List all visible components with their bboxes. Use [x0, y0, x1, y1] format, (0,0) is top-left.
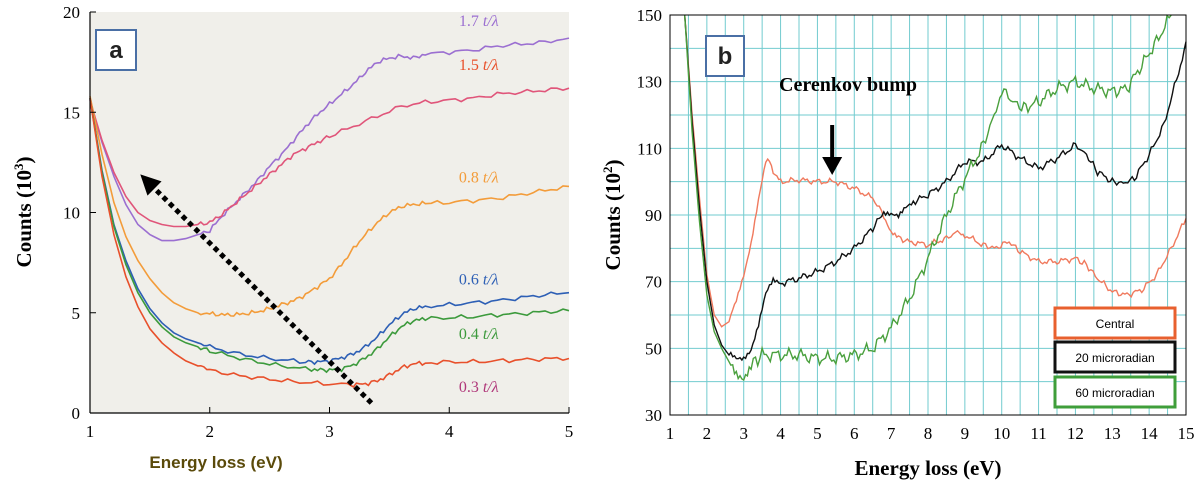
- panel-a-x-tick-label: 1: [86, 422, 95, 441]
- panel-b-badge-label: b: [718, 43, 733, 70]
- panel-a-series-label: 0.4 t/λ: [459, 326, 499, 343]
- panel-b-x-tick-label: 2: [703, 424, 712, 443]
- panel-a-series-line: [89, 87, 570, 228]
- panel-a-x-label: Energy loss (eV): [149, 453, 282, 472]
- panel-b-frame: [669, 14, 1187, 416]
- panel-a-x-tick-label: 3: [325, 422, 334, 441]
- panel-b-x-tick-label: 1: [666, 424, 675, 443]
- legend-20-microradian-box: [1053, 340, 1177, 374]
- panel-a-trend-arrowhead: [140, 174, 162, 196]
- panel-b-legend: Central 20 microradian 60 microradian: [1053, 306, 1177, 409]
- legend-60-microradian-box: [1053, 375, 1177, 409]
- panel-b-x-tick-label: 14: [1141, 424, 1159, 443]
- panel-a-series-line: [89, 98, 570, 374]
- panel-a-series-line: [89, 98, 570, 366]
- panel-a-series-line: [89, 96, 570, 317]
- panel-b-y-tick-label: 30: [645, 406, 662, 425]
- panel-a-series-label: 1.5 t/λ: [459, 57, 499, 74]
- panel-a-y-tick-label: 10: [63, 204, 80, 223]
- cerenkov-bump-annotation: Cerenkov bump: [779, 74, 917, 96]
- panel-b-x-tick-label: 11: [1030, 424, 1046, 443]
- panel-b-series-line: [684, 14, 1172, 382]
- panel-b-x-tick-label: 6: [850, 424, 859, 443]
- panel-b-x-tick-label: 15: [1178, 424, 1195, 443]
- panel-a-y-label: Counts (103): [11, 157, 36, 268]
- panel-a-x-tick-label: 5: [565, 422, 574, 441]
- panel-b-y-tick-label: 90: [645, 206, 662, 225]
- panel-b-x-tick-label: 3: [739, 424, 748, 443]
- legend-central-box: [1053, 306, 1177, 340]
- panel-b-x-label: Energy loss (eV): [855, 456, 1002, 480]
- panel-b-x-tick-label: 4: [776, 424, 785, 443]
- panel-b-series-line: [684, 14, 1187, 328]
- panel-b-y-tick-label: 50: [645, 339, 662, 358]
- panel-b-badge: [705, 35, 745, 77]
- panel-b-x-tick-label: 5: [813, 424, 822, 443]
- panel-a-series: [89, 37, 570, 388]
- panel-a-x-tick-label: 4: [445, 422, 454, 441]
- panel-a-y-tick-label: 0: [72, 404, 81, 423]
- panel-a-plot-area: [90, 12, 569, 413]
- panel-a-y-tick-label: 20: [63, 3, 80, 22]
- panel-b-y-tick-label: 150: [637, 6, 663, 25]
- panel-a-series-label: 0.3 t/λ: [459, 379, 499, 396]
- panel-b-x-tick-label: 13: [1104, 424, 1121, 443]
- panel-a-series-label: 1.7 t/λ: [459, 13, 499, 30]
- panel-a-series-line: [89, 37, 570, 242]
- legend-60-microradian-label: 60 microradian: [1075, 386, 1154, 400]
- panel-a-x-tick-label: 2: [206, 422, 215, 441]
- panel-a-y-tick-label: 15: [63, 103, 80, 122]
- panel-a-badge: [95, 29, 137, 71]
- panel-a: 1.7 t/λ 1.5 t/λ 0.8 t/λ 0.6 t/λ 0.4 t/λ 0.3 t…: [11, 3, 573, 472]
- panel-b-series-line: [684, 14, 1187, 362]
- legend-central-label: Central: [1096, 317, 1135, 331]
- panel-a-y-tick-label: 5: [72, 304, 81, 323]
- panel-b-x-tick-label: 10: [993, 424, 1010, 443]
- panel-b-y-tick-label: 70: [645, 273, 662, 292]
- cerenkov-arrow-head: [822, 157, 843, 175]
- cerenkov-arrow: [822, 125, 843, 175]
- panel-b-x-tick-label: 7: [887, 424, 896, 443]
- panel-a-ticks: 1 2 3 4 5 0 5 10 15 20: [63, 3, 573, 441]
- panel-b-y-label: Counts (102): [600, 160, 625, 271]
- panel-b-grid: [670, 15, 1186, 415]
- legend-20-microradian-label: 20 microradian: [1075, 351, 1154, 365]
- panel-a-trend-arrow: [152, 186, 374, 405]
- panel-b-y-tick-label: 110: [637, 139, 662, 158]
- panel-b-x-tick-label: 8: [924, 424, 933, 443]
- panel-b-x-tick-label: 12: [1067, 424, 1084, 443]
- panel-b-x-tick-label: 9: [961, 424, 970, 443]
- panel-a-series-label: 0.6 t/λ: [459, 272, 499, 289]
- panel-b-series: [684, 14, 1187, 382]
- panel-b-y-tick-label: 130: [637, 73, 663, 92]
- panel-a-series-label: 0.8 t/λ: [459, 169, 499, 186]
- panel-a-badge-label: a: [109, 37, 123, 64]
- panel-a-series-line: [89, 98, 570, 388]
- panel-a-series-labels: 1.7 t/λ 1.5 t/λ 0.8 t/λ 0.6 t/λ 0.4 t/λ 0.3 t…: [459, 13, 499, 396]
